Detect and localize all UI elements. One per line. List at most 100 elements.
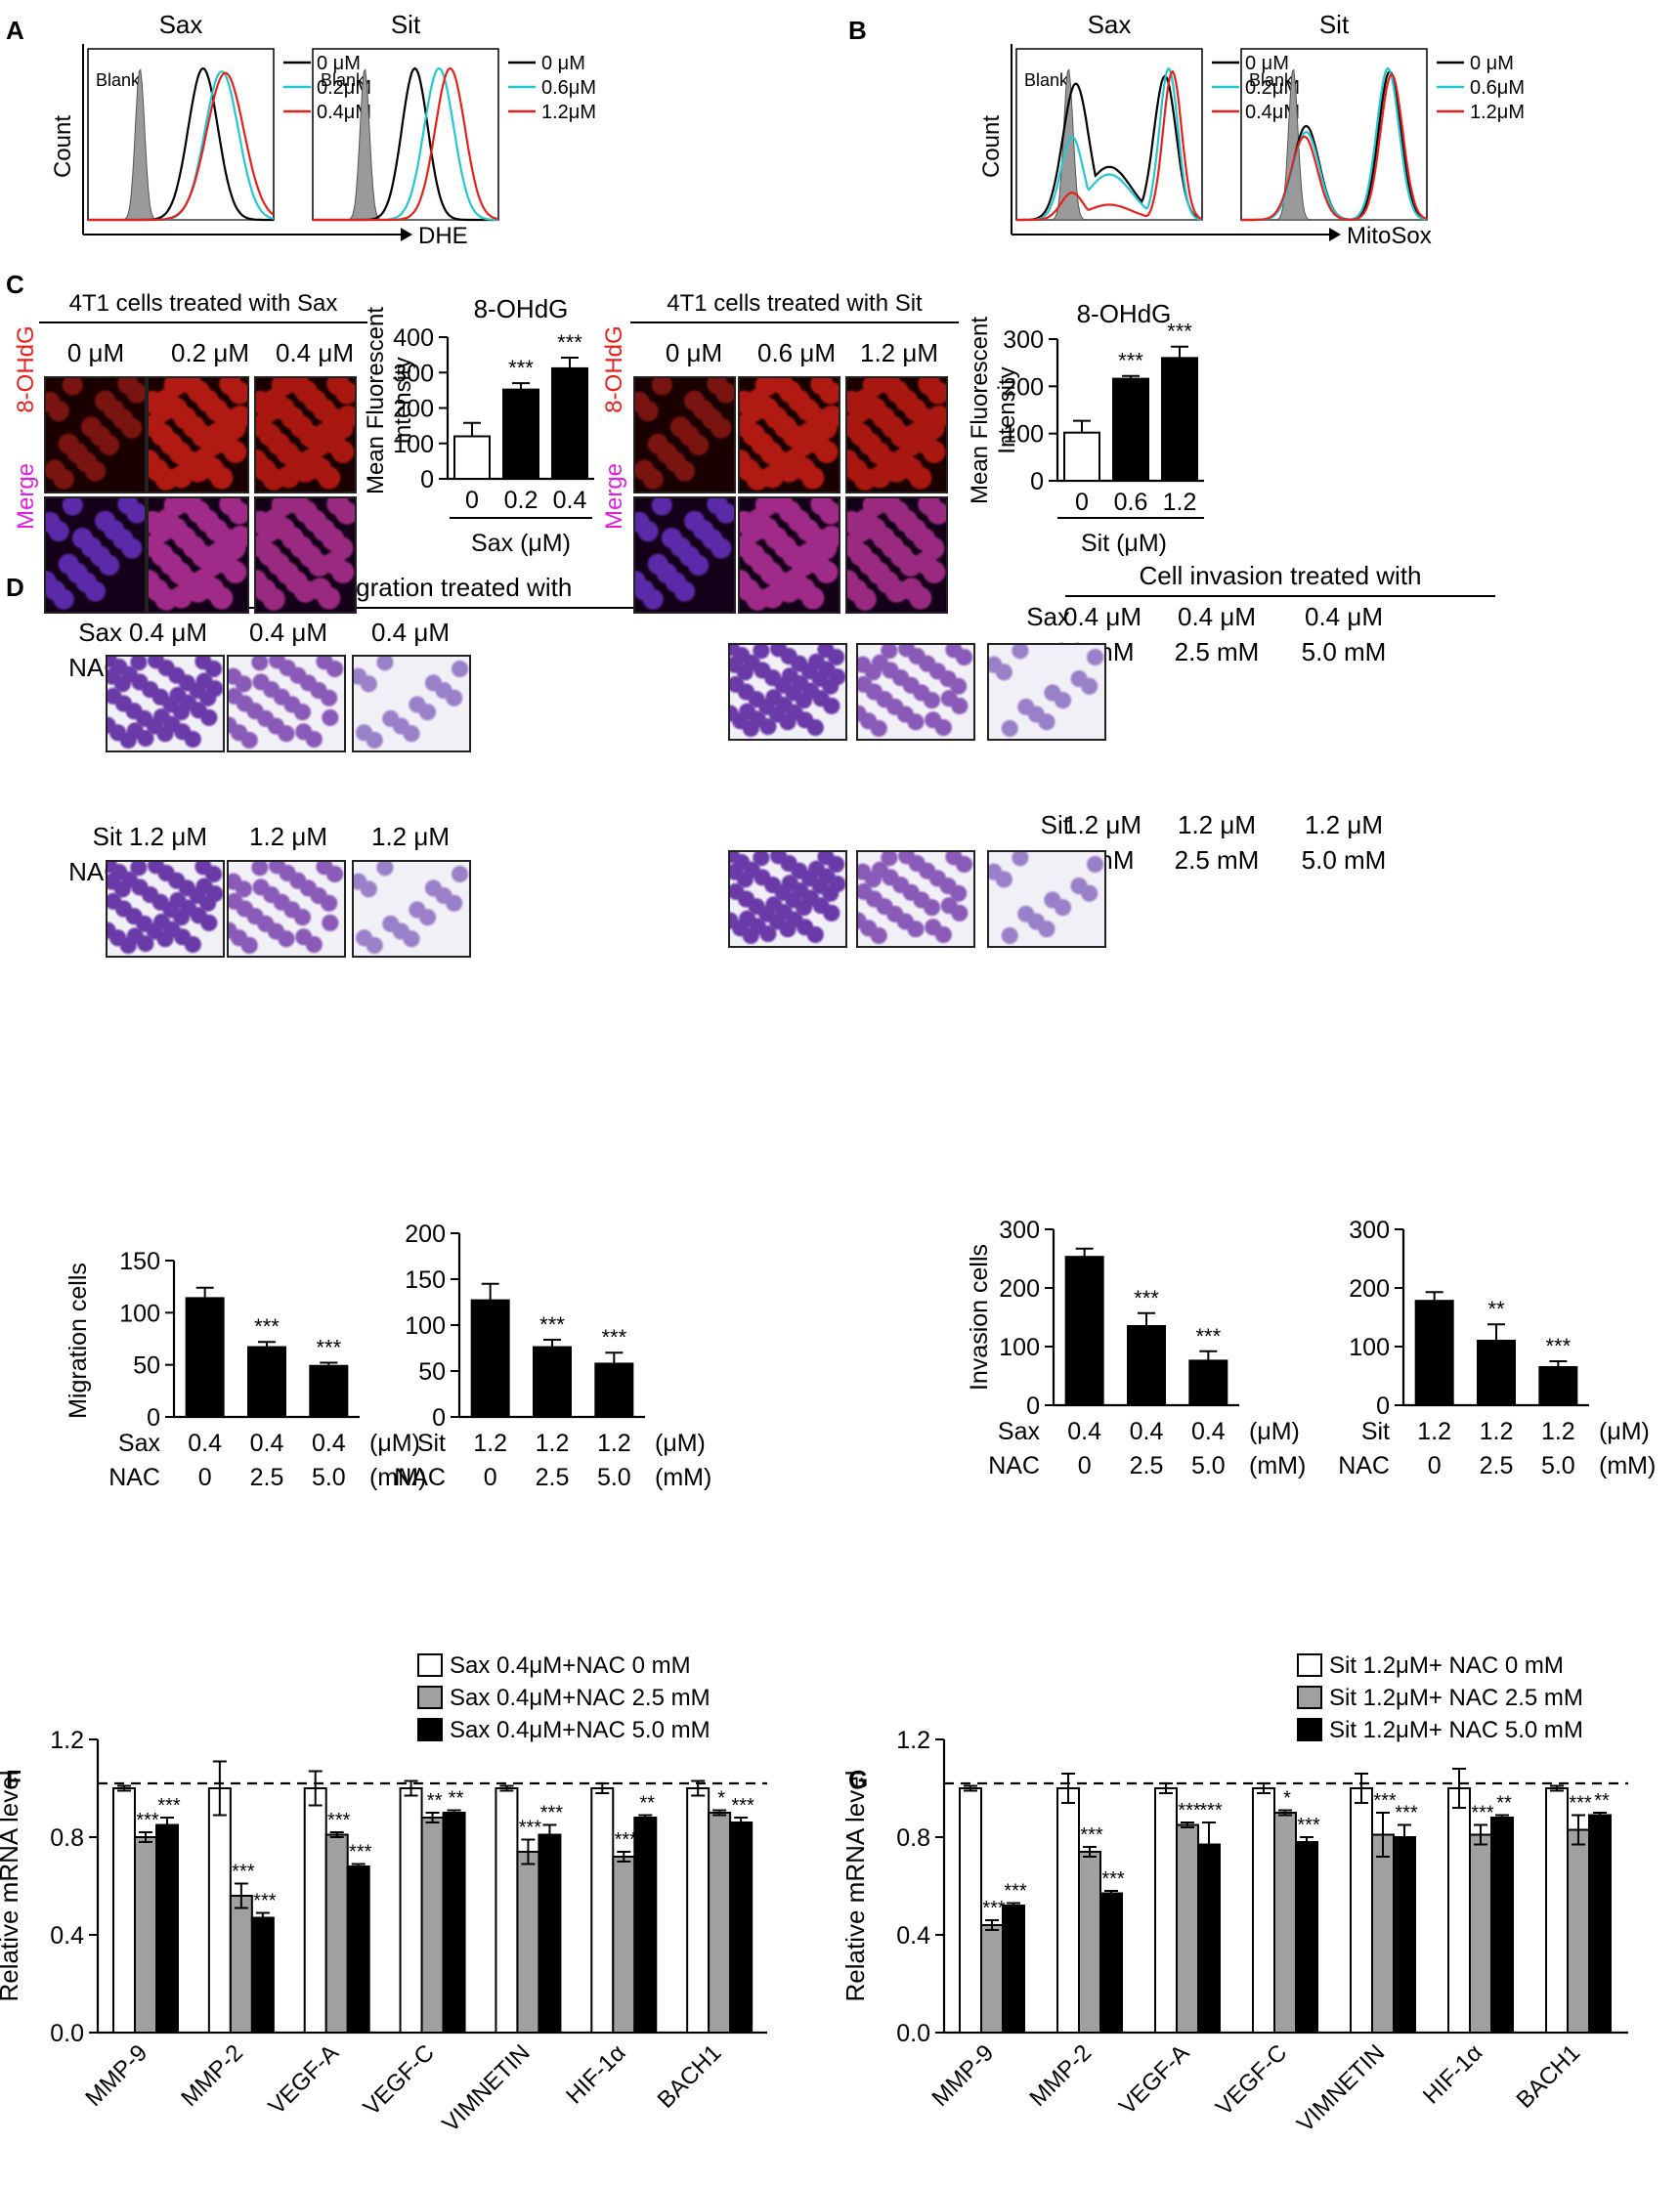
bar bbox=[1127, 1325, 1166, 1406]
treatment-header: Cell invasion treated with bbox=[1139, 561, 1421, 590]
panel-letter-F: F bbox=[6, 1765, 22, 1794]
bar bbox=[309, 1364, 349, 1418]
y-tick-label: 300 bbox=[999, 1217, 1040, 1244]
y-tick-label: 0.4 bbox=[50, 1922, 84, 1950]
y-tick-label: 50 bbox=[133, 1352, 160, 1380]
treatment-value: 1.2 μM bbox=[1063, 810, 1142, 839]
legend-label: 0 μM bbox=[1470, 53, 1514, 74]
histogram-curve bbox=[88, 71, 275, 222]
y-tick-label: 0.4 bbox=[896, 1922, 930, 1950]
bar bbox=[533, 1346, 572, 1419]
y-tick-label: 50 bbox=[418, 1358, 446, 1386]
bar bbox=[1393, 1836, 1416, 2034]
y-tick-label: 100 bbox=[1349, 1334, 1390, 1361]
x-tick-label: VEGF-C bbox=[359, 2039, 440, 2121]
x-tick-label: VIMNETIN bbox=[437, 2039, 535, 2137]
histogram-curve bbox=[1016, 69, 1203, 222]
invasion-stain-image bbox=[987, 850, 1106, 948]
bar bbox=[1588, 1814, 1612, 2034]
y-tick-label: 0.0 bbox=[50, 2020, 84, 2047]
bar bbox=[1545, 1787, 1569, 2034]
x-axis-label: Sit (μM) bbox=[1081, 530, 1167, 557]
treatment-row-label: Sax bbox=[78, 618, 122, 647]
y-tick-label: 300 bbox=[1349, 1217, 1390, 1244]
y-tick-label: 0 bbox=[147, 1404, 160, 1432]
legend-swatch bbox=[1297, 1718, 1322, 1741]
significance-label: *** bbox=[615, 1829, 638, 1851]
treatment-value: 0.4 μM bbox=[1063, 602, 1142, 631]
microscopy-header: 4T1 cells treated with Sax bbox=[69, 290, 338, 317]
treatment-value: 0.4 μM bbox=[371, 618, 450, 647]
significance-label: *** bbox=[982, 1898, 1006, 1919]
bar bbox=[612, 1856, 636, 2034]
panel-letter-B: B bbox=[848, 16, 867, 45]
migration-stain-image bbox=[106, 655, 225, 752]
y-tick-label: 1.2 bbox=[50, 1727, 84, 1754]
significance-label: *** bbox=[136, 1810, 159, 1831]
treatment-value: 1.2 μM bbox=[1178, 810, 1256, 839]
bar bbox=[594, 1362, 634, 1418]
x-tick-label: HIF-1α bbox=[561, 2039, 630, 2109]
x-row-label: NAC bbox=[1338, 1452, 1390, 1479]
y-axis-label: Mean Fluorescent bbox=[967, 317, 993, 504]
legend-label: 1.2μM bbox=[541, 102, 596, 123]
bar bbox=[399, 1787, 423, 2034]
y-tick-label: 200 bbox=[1349, 1275, 1390, 1303]
legend-label: 1.2μM bbox=[1470, 102, 1525, 123]
significance-label: ** bbox=[449, 1788, 464, 1810]
x-row-value: 0.4 bbox=[1130, 1418, 1164, 1445]
bar bbox=[1063, 431, 1100, 483]
x-tick-label: VEGF-C bbox=[1211, 2039, 1292, 2121]
x-row-label: NAC bbox=[108, 1464, 160, 1491]
significance-label: *** bbox=[1373, 1790, 1397, 1812]
x-tick-label: 1.2 bbox=[1163, 489, 1197, 516]
bar bbox=[1176, 1823, 1199, 2034]
chart-title: 8-OHdG bbox=[474, 294, 569, 323]
treatment-row-label: Sit bbox=[1041, 810, 1071, 839]
bar bbox=[1112, 377, 1149, 483]
significance-label: *** bbox=[1195, 1324, 1221, 1349]
legend-label: 0 μM bbox=[541, 53, 585, 74]
legend-label: Sax 0.4μM+NAC 5.0 mM bbox=[450, 1717, 711, 1743]
histogram-curve bbox=[313, 66, 499, 222]
merge-micrograph bbox=[254, 496, 357, 614]
bar bbox=[1188, 1359, 1228, 1407]
x-row-label: Sax bbox=[998, 1418, 1041, 1445]
microscopy-header: 4T1 cells treated with Sit bbox=[667, 290, 923, 317]
treatment-value: 1.2 μM bbox=[249, 822, 327, 851]
x-row-unit: (mM) bbox=[655, 1464, 711, 1491]
x-row-label: Sit bbox=[1361, 1418, 1390, 1445]
bar bbox=[470, 1299, 510, 1418]
blank-label: Blank bbox=[1024, 70, 1069, 90]
x-row-value: 0 bbox=[198, 1464, 212, 1491]
y-axis-label: Migration cells bbox=[65, 1263, 92, 1419]
legend-label: Sax 0.4μM+NAC 2.5 mM bbox=[450, 1685, 711, 1711]
legend-label: Sit 1.2μM+ NAC 2.5 mM bbox=[1329, 1685, 1583, 1711]
significance-label: *** bbox=[253, 1891, 277, 1912]
column-label: 0 μM bbox=[666, 338, 722, 367]
bar bbox=[442, 1812, 466, 2034]
x-row-value: 1.2 bbox=[473, 1430, 507, 1457]
significance-label: *** bbox=[557, 330, 582, 355]
x-tick-label: 0 bbox=[465, 487, 479, 514]
invasion-stain-image bbox=[728, 643, 847, 741]
x-row-value: 0.4 bbox=[312, 1430, 346, 1457]
y-tick-label: 0.8 bbox=[896, 1824, 930, 1852]
y-axis-label: Intensity bbox=[390, 357, 416, 444]
x-row-value: 0 bbox=[1078, 1452, 1092, 1479]
bar bbox=[1197, 1843, 1221, 2034]
x-tick-label: MMP-2 bbox=[176, 2039, 248, 2112]
histogram-title: Sax bbox=[1088, 10, 1132, 39]
invasion-stain-image bbox=[987, 643, 1106, 741]
treatment-value: 1.2 μM bbox=[371, 822, 450, 851]
x-axis-arrowhead bbox=[1329, 228, 1341, 241]
significance-label: *** bbox=[254, 1314, 280, 1339]
bar bbox=[1252, 1787, 1275, 2034]
invasion-stain-image bbox=[728, 850, 847, 948]
panel-letter-A: A bbox=[6, 16, 24, 45]
row-label: 8-OHdG bbox=[601, 325, 627, 412]
y-tick-label: 1.2 bbox=[896, 1727, 930, 1754]
legend-swatch bbox=[417, 1686, 443, 1709]
invasion-stain-image bbox=[856, 643, 975, 741]
